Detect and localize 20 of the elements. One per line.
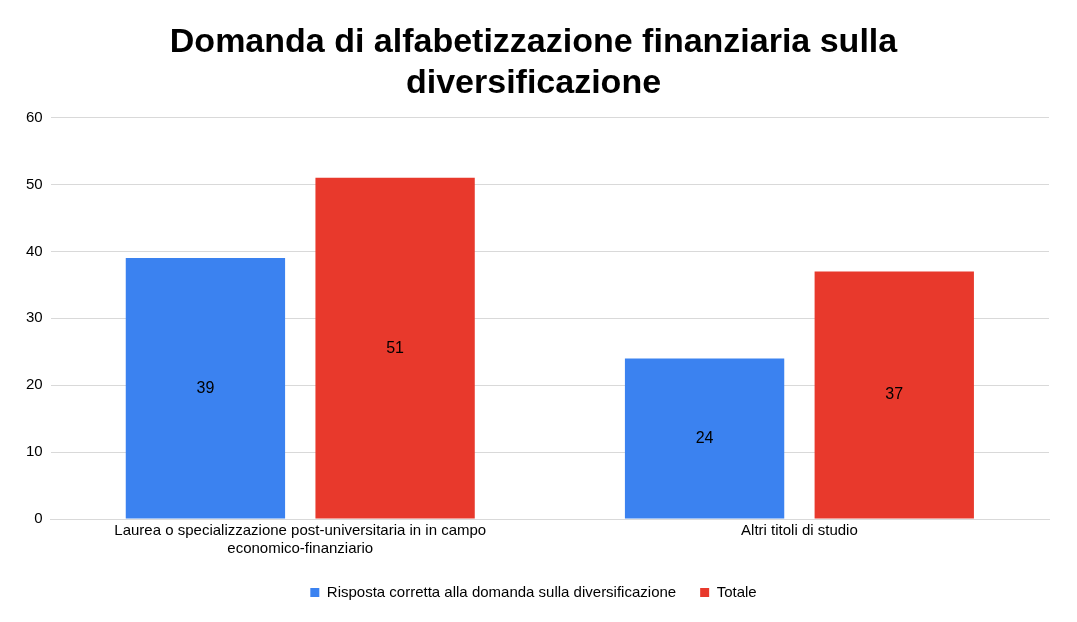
x-tick-label: Laurea o specializzazione post-universitaria in in campo economico-finanziario <box>114 521 487 557</box>
data-label: 39 <box>196 378 215 396</box>
x-tick-label: Altri titoli di studio <box>741 521 858 539</box>
data-label: 37 <box>885 385 904 403</box>
bar <box>624 358 785 519</box>
y-tick-label: 30 <box>26 308 43 326</box>
y-tick-label: 50 <box>26 174 43 192</box>
data-label: 24 <box>695 428 714 446</box>
y-tick-label: 20 <box>26 375 43 393</box>
chart-title: Domanda di alfabetizzazione finanziaria sulla diversificazione <box>169 20 899 100</box>
bar <box>125 258 286 519</box>
legend-label: Risposta corretta alla domanda sulla diversificazione <box>326 582 677 600</box>
bar <box>315 177 475 519</box>
y-tick-label: 40 <box>26 241 43 259</box>
bar <box>814 271 974 519</box>
y-tick-label: 10 <box>26 442 43 460</box>
data-label: 51 <box>386 338 405 356</box>
legend-label: Totale <box>716 582 757 600</box>
y-tick-label: 0 <box>34 509 43 527</box>
y-tick-label: 60 <box>26 107 43 125</box>
